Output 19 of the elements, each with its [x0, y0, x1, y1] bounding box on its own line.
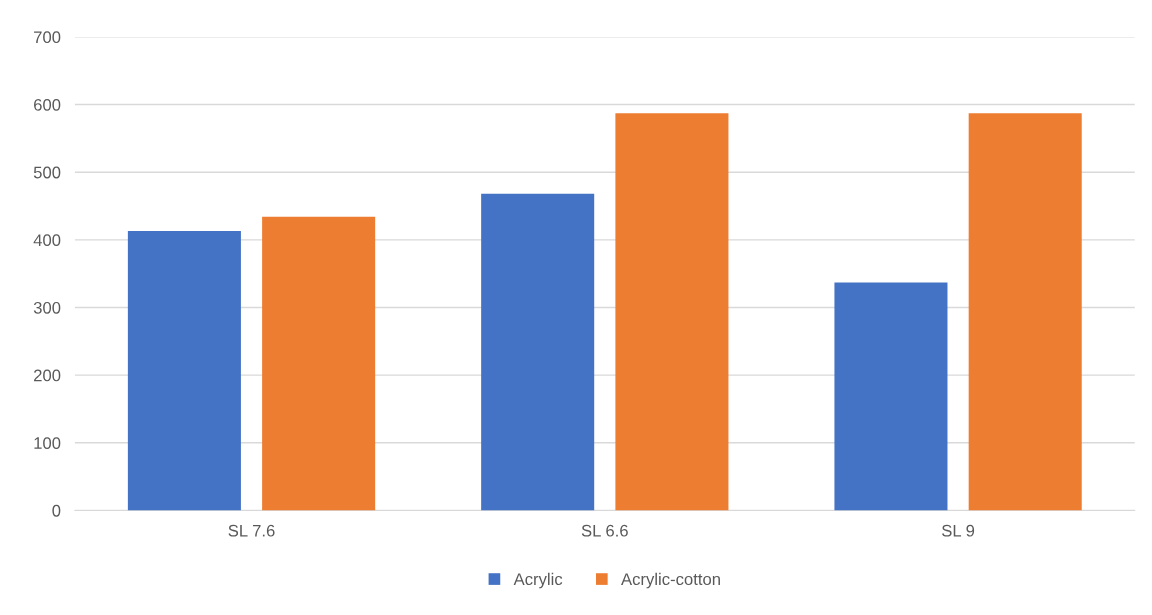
x-tick-label: SL 9 — [942, 524, 975, 537]
x-tick-label: SL 6.6 — [581, 524, 628, 537]
y-tick-label: 200 — [34, 369, 61, 382]
x-tick-label: SL 7.6 — [228, 524, 275, 537]
y-tick-label: 600 — [34, 98, 61, 111]
y-tick-label: 100 — [34, 437, 61, 449]
bar — [481, 193, 595, 511]
legend-label: Acrylic — [513, 572, 563, 589]
bar — [615, 113, 729, 511]
y-tick-label: 300 — [33, 301, 61, 314]
bar — [262, 216, 376, 511]
bar — [834, 282, 948, 511]
bar — [968, 113, 1082, 511]
legend-label: Acrylic-cotton — [621, 572, 720, 589]
bar — [127, 231, 241, 511]
y-tick-label: 400 — [33, 234, 61, 247]
y-tick-label: 500 — [33, 166, 61, 179]
y-tick-label: 0 — [52, 504, 61, 517]
y-tick-label: 700 — [34, 31, 61, 44]
